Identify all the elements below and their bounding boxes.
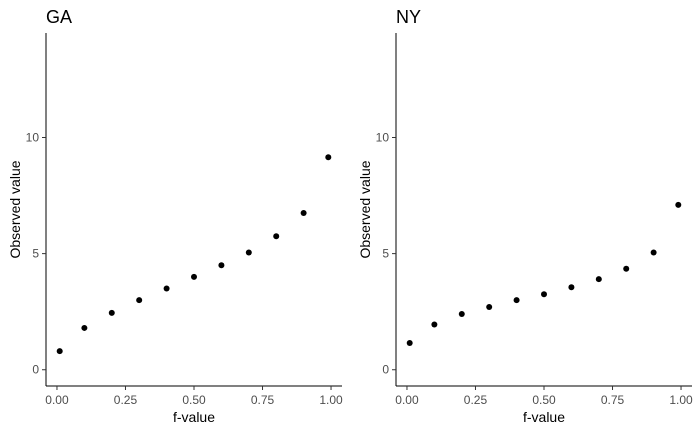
data-point <box>486 304 493 311</box>
x-tick-label: 0.75 <box>251 393 275 407</box>
panel-ga: GA 0 5 10 0.00 0.25 0.50 0.75 1.00 f-value Observe… <box>7 7 343 425</box>
y-tick-label: 10 <box>26 131 40 145</box>
data-point <box>81 324 88 331</box>
y-axis-title: Observed value <box>357 160 373 258</box>
data-point <box>163 285 170 292</box>
x-tick-label: 0.75 <box>601 393 625 407</box>
y-tick-label: 5 <box>32 247 39 261</box>
data-point <box>431 321 438 328</box>
data-point <box>191 273 197 280</box>
data-point <box>568 284 575 291</box>
data-point <box>56 348 63 355</box>
data-point <box>675 201 682 208</box>
x-tick-label: 0.25 <box>114 393 138 407</box>
data-point <box>300 209 307 216</box>
y-tick-label: 0 <box>32 363 39 377</box>
data-point <box>623 265 630 272</box>
data-point <box>325 154 332 161</box>
y-tick-label: 0 <box>382 363 389 377</box>
x-tick-label: 1.00 <box>319 393 343 407</box>
x-tick-label: 0.00 <box>395 393 419 407</box>
y-tick-label: 10 <box>376 131 390 145</box>
data-point <box>541 291 547 298</box>
data-point <box>650 249 657 256</box>
x-axis-title: f-value <box>523 409 565 425</box>
panel-title: NY <box>396 7 421 27</box>
x-tick-label: 1.00 <box>669 393 693 407</box>
x-tick-label: 0.25 <box>464 393 488 407</box>
y-axis-title: Observed value <box>7 160 23 258</box>
panel-ny: NY 0 5 10 0.00 0.25 0.50 0.75 1.00 f-value Observe… <box>357 7 693 425</box>
x-tick-label: 0.50 <box>532 393 556 407</box>
data-point <box>108 309 115 316</box>
x-tick-label: 0.50 <box>182 393 206 407</box>
x-axis-title: f-value <box>173 409 215 425</box>
data-point <box>513 297 520 304</box>
data-point <box>273 233 280 240</box>
data-point <box>136 297 143 304</box>
x-tick-label: 0.00 <box>45 393 69 407</box>
data-point <box>218 262 225 269</box>
panel-title: GA <box>46 7 72 27</box>
data-point <box>458 311 465 318</box>
data-point <box>595 276 602 283</box>
data-point <box>406 340 413 347</box>
data-point <box>245 249 252 256</box>
y-tick-label: 5 <box>382 247 389 261</box>
